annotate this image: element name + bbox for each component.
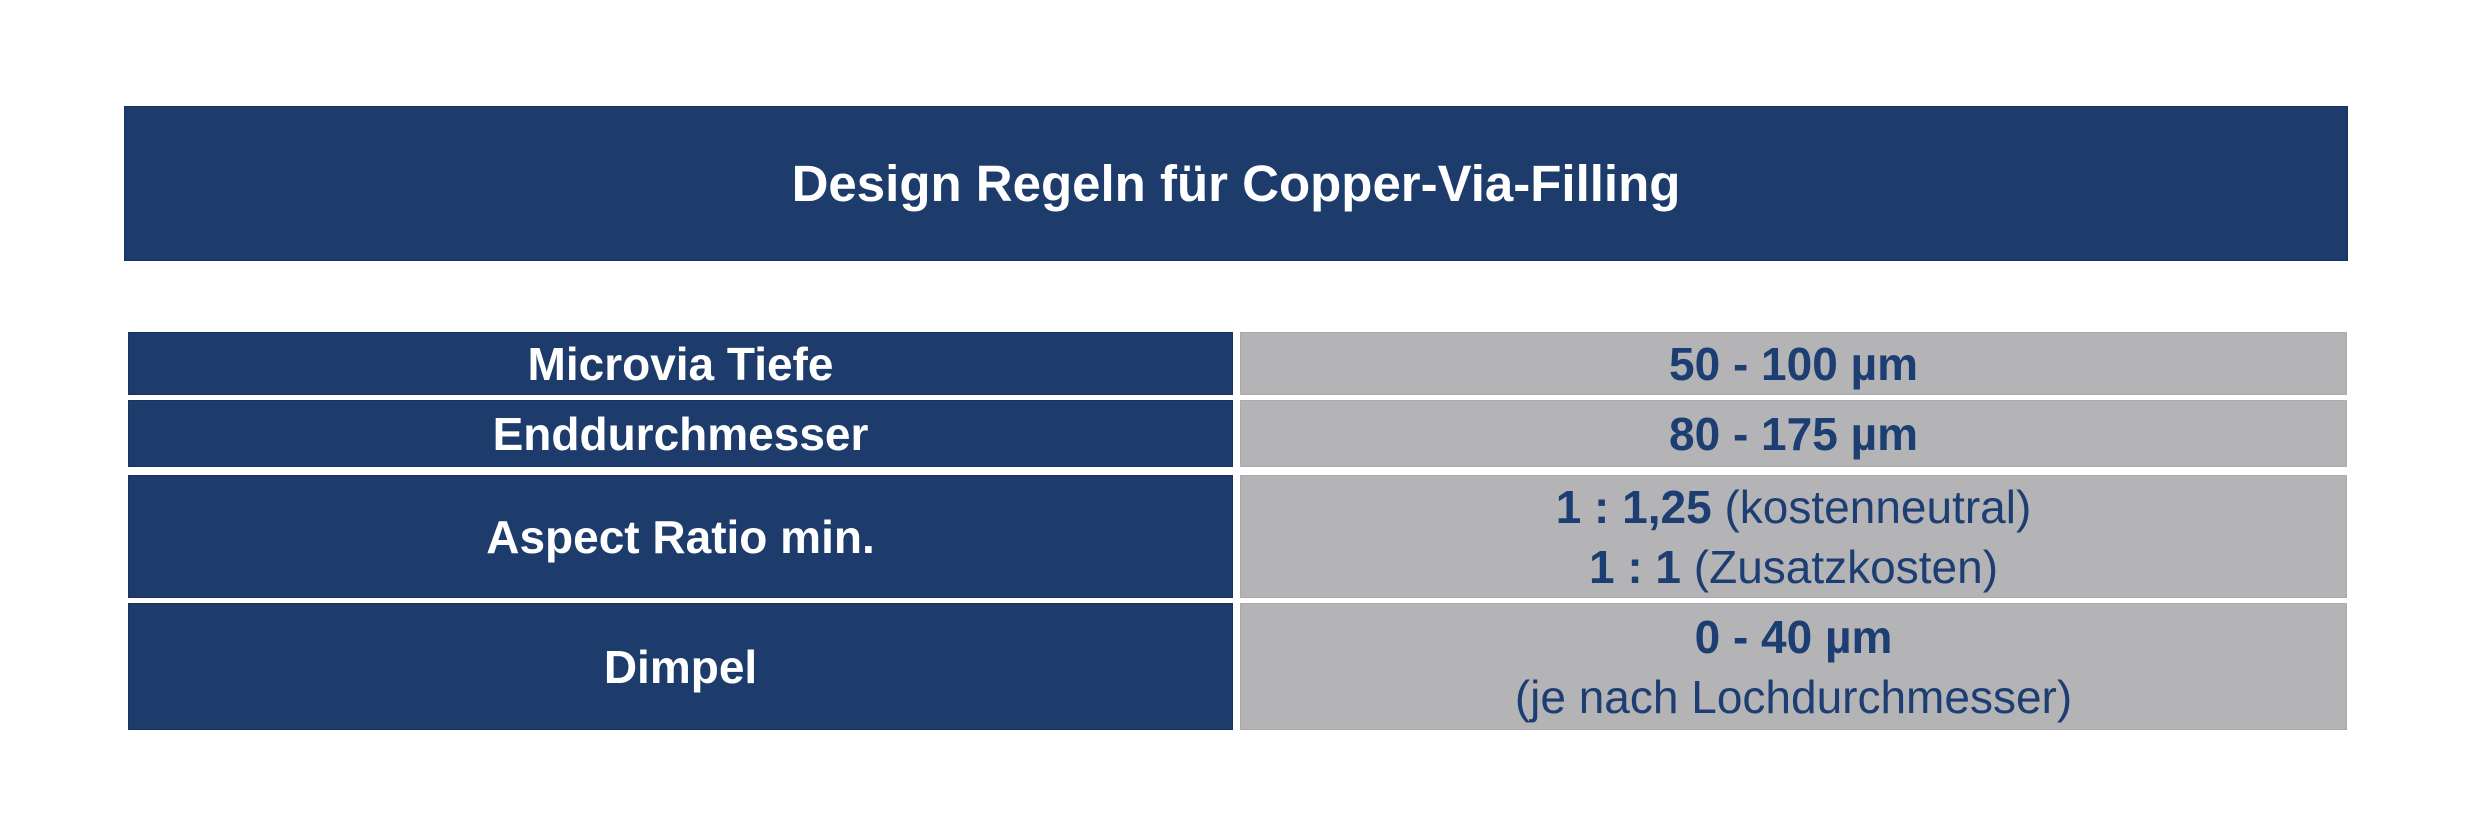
row-value-microvia-tiefe: 50 - 100 µm [1240, 332, 2347, 395]
value-normal-text: (Zusatzkosten) [1681, 540, 1999, 593]
table-row-enddurchmesser: Enddurchmesser 80 - 175 µm [128, 400, 2347, 467]
title-bar: Design Regeln für Copper-Via-Filling [124, 106, 2348, 261]
value-bold-text: 80 - 175 µm [1669, 407, 1918, 460]
row-label-dimpel: Dimpel [128, 603, 1233, 730]
table-row-dimpel: Dimpel 0 - 40 µm (je nach Lochdurchmesse… [128, 603, 2347, 730]
table-row-microvia-tiefe: Microvia Tiefe 50 - 100 µm [128, 332, 2347, 395]
value-normal-text: (je nach Lochdurchmesser) [1514, 670, 2073, 723]
table-row-aspect-ratio: Aspect Ratio min. 1 : 1,25 (kostenneutra… [128, 475, 2347, 598]
row-value-aspect-ratio: 1 : 1,25 (kostenneutral) 1 : 1 (Zusatzko… [1240, 475, 2347, 598]
value-bold-text: 1 : 1,25 [1555, 480, 1712, 533]
row-label-aspect-ratio: Aspect Ratio min. [128, 475, 1233, 598]
page-title: Design Regeln für Copper-Via-Filling [791, 155, 1681, 212]
value-bold-text: 0 - 40 µm [1694, 610, 1893, 663]
row-value-dimpel: 0 - 40 µm (je nach Lochdurchmesser) [1240, 603, 2347, 730]
design-rules-table: Microvia Tiefe 50 - 100 µm Enddurchmesse… [128, 332, 2347, 730]
row-label-enddurchmesser: Enddurchmesser [128, 400, 1233, 467]
value-line: (je nach Lochdurchmesser) [1515, 667, 2072, 727]
value-bold-text: 1 : 1 [1588, 540, 1682, 593]
value-line: 1 : 1 (Zusatzkosten) [1589, 537, 1998, 597]
row-label-microvia-tiefe: Microvia Tiefe [128, 332, 1233, 395]
value-line: 1 : 1,25 (kostenneutral) [1556, 477, 2032, 537]
value-line: 0 - 40 µm [1695, 607, 1893, 667]
value-normal-text: (kostenneutral) [1711, 480, 2032, 533]
value-bold-text: 50 - 100 µm [1669, 337, 1918, 390]
row-value-enddurchmesser: 80 - 175 µm [1240, 400, 2347, 467]
value-line: 50 - 100 µm [1669, 334, 1918, 394]
value-line: 80 - 175 µm [1669, 404, 1918, 464]
